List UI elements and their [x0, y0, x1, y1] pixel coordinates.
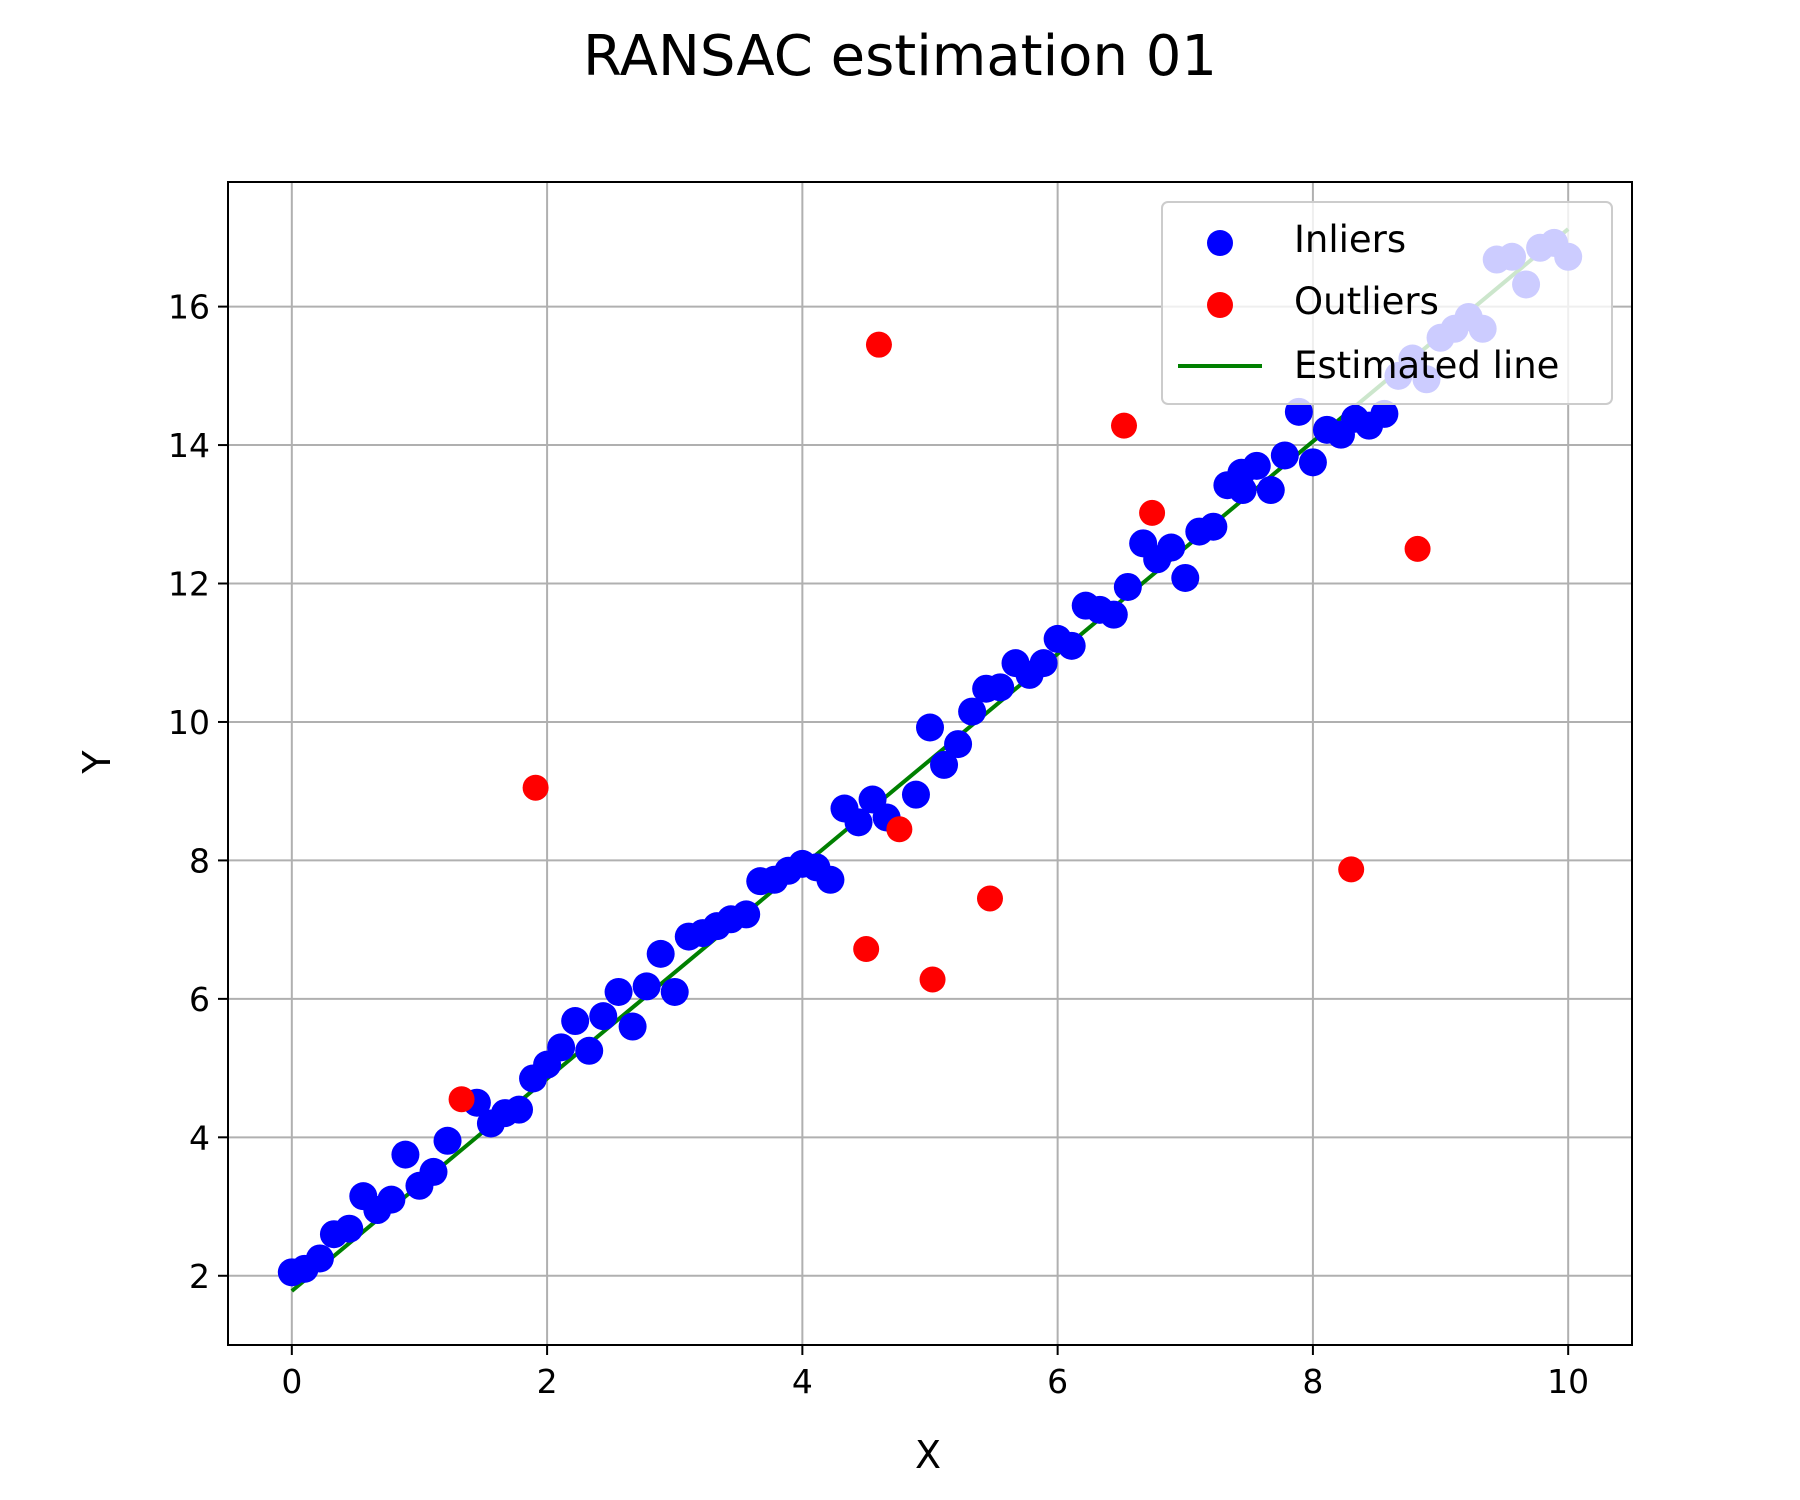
- y-tick-label: 14: [168, 426, 210, 465]
- x-axis-label: X: [915, 1433, 941, 1477]
- y-tick-label: 8: [189, 841, 210, 880]
- legend-inliers-marker: [1207, 230, 1233, 256]
- plot-area-frame: [227, 181, 1633, 1346]
- inlier-point: [732, 900, 761, 929]
- inlier-point: [305, 1244, 334, 1273]
- inlier-point: [1113, 572, 1142, 601]
- outlier-point: [1338, 856, 1365, 883]
- y-tick-label: 6: [189, 980, 210, 1019]
- inlier-point: [1171, 563, 1200, 592]
- x-tick-label: 4: [792, 1362, 813, 1401]
- inlier-point: [660, 977, 689, 1006]
- legend-outliers-marker: [1207, 292, 1233, 318]
- inlier-point: [618, 1012, 647, 1041]
- inlier-point: [944, 730, 973, 759]
- inlier-point: [916, 713, 944, 742]
- y-axis-label: Y: [75, 750, 119, 775]
- inlier-point: [646, 939, 675, 968]
- inlier-point: [561, 1007, 590, 1036]
- inlier-point: [377, 1185, 406, 1214]
- x-tick-label: 8: [1302, 1362, 1323, 1401]
- inlier-point: [604, 977, 633, 1006]
- inlier-point: [844, 808, 873, 837]
- inlier-point: [391, 1140, 420, 1169]
- outlier-point: [853, 936, 880, 963]
- x-tick-label: 10: [1547, 1362, 1589, 1401]
- legend-line-label: Estimated line: [1294, 344, 1559, 387]
- x-tick-label: 2: [537, 1362, 558, 1401]
- legend-outliers-label: Outliers: [1294, 280, 1439, 323]
- legend-box: [1161, 201, 1613, 405]
- outlier-point: [1139, 499, 1166, 526]
- inlier-point: [986, 673, 1015, 702]
- legend-inliers-label: Inliers: [1294, 218, 1406, 261]
- x-tick-label: 0: [281, 1362, 302, 1401]
- inlier-point: [901, 780, 930, 809]
- chart-title: RANSAC estimation 01: [583, 24, 1217, 89]
- y-tick-label: 10: [168, 703, 210, 742]
- inlier-point: [1256, 476, 1285, 505]
- outlier-point: [886, 816, 913, 843]
- outlier-point: [919, 966, 946, 993]
- inlier-point: [419, 1157, 448, 1186]
- inlier-point: [1199, 512, 1228, 541]
- inlier-point: [958, 697, 987, 726]
- inlier-point: [1242, 451, 1271, 480]
- inlier-point: [1029, 649, 1058, 678]
- inlier-point: [1370, 399, 1399, 428]
- inlier-point: [1228, 476, 1257, 505]
- inlier-point: [930, 750, 959, 779]
- inlier-point: [335, 1214, 364, 1243]
- inlier-point: [1157, 533, 1186, 562]
- axis-ticks: 0 2 4 6 8 10 2 4 6 8 10 12 14 16: [168, 288, 1589, 1401]
- y-tick-label: 4: [189, 1118, 210, 1157]
- inlier-point: [505, 1095, 534, 1124]
- inlier-point: [816, 865, 845, 894]
- y-tick-label: 12: [168, 565, 210, 604]
- inlier-point: [1270, 441, 1299, 470]
- inlier-point: [1298, 448, 1327, 477]
- outlier-point: [865, 331, 892, 358]
- outlier-point: [976, 885, 1003, 912]
- outlier-point: [522, 774, 549, 801]
- outlier-point: [1404, 535, 1431, 562]
- inlier-point: [589, 1002, 618, 1031]
- inlier-point: [433, 1126, 462, 1155]
- inlier-point: [632, 972, 661, 1001]
- legend: Inliers Outliers Estimated line: [1161, 201, 1613, 405]
- inlier-point: [1099, 600, 1128, 629]
- y-tick-label: 2: [189, 1257, 210, 1296]
- inlier-point: [547, 1033, 576, 1062]
- x-tick-label: 6: [1047, 1362, 1068, 1401]
- outlier-point: [448, 1086, 475, 1113]
- y-tick-label: 16: [168, 288, 210, 327]
- inlier-point: [575, 1036, 604, 1065]
- inlier-point: [1057, 631, 1086, 660]
- outlier-point: [1111, 412, 1138, 439]
